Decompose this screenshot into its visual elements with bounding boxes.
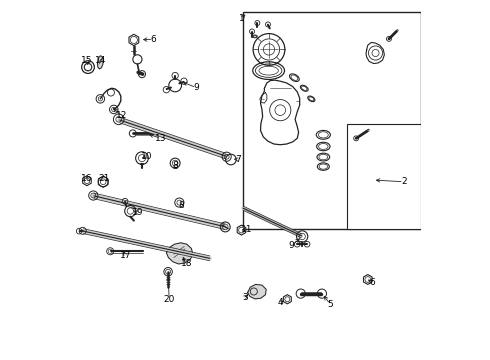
Polygon shape xyxy=(261,80,300,145)
Text: 17: 17 xyxy=(120,251,131,260)
Polygon shape xyxy=(364,275,372,284)
Text: 11: 11 xyxy=(241,225,252,234)
Text: 6: 6 xyxy=(150,35,156,44)
Polygon shape xyxy=(366,42,384,64)
Text: 20: 20 xyxy=(164,295,175,304)
Text: 8: 8 xyxy=(172,161,178,170)
Text: 6: 6 xyxy=(369,278,375,287)
Text: 5: 5 xyxy=(327,300,333,309)
Text: 3: 3 xyxy=(242,293,248,302)
Text: 8: 8 xyxy=(178,201,184,210)
Polygon shape xyxy=(129,34,139,46)
Text: 12: 12 xyxy=(116,111,127,120)
Bar xyxy=(243,13,421,229)
Text: 15: 15 xyxy=(81,55,93,64)
Text: 13: 13 xyxy=(155,134,167,143)
Text: 9: 9 xyxy=(289,241,294,250)
Polygon shape xyxy=(248,284,266,299)
Bar xyxy=(347,123,421,229)
Text: 21: 21 xyxy=(98,174,110,183)
Polygon shape xyxy=(83,176,91,186)
Polygon shape xyxy=(98,56,103,69)
Text: 18: 18 xyxy=(181,260,192,269)
Text: 9: 9 xyxy=(194,83,199,92)
Text: 14: 14 xyxy=(96,55,107,64)
Text: 10: 10 xyxy=(141,152,153,161)
Polygon shape xyxy=(283,294,292,304)
Text: 19: 19 xyxy=(132,208,144,217)
Text: 4: 4 xyxy=(277,298,283,307)
Text: 16: 16 xyxy=(81,174,93,183)
Text: 2: 2 xyxy=(401,177,407,186)
Polygon shape xyxy=(167,243,193,264)
Polygon shape xyxy=(260,93,267,103)
Polygon shape xyxy=(237,225,246,235)
Text: 7: 7 xyxy=(235,155,241,164)
Text: 1: 1 xyxy=(239,14,245,23)
